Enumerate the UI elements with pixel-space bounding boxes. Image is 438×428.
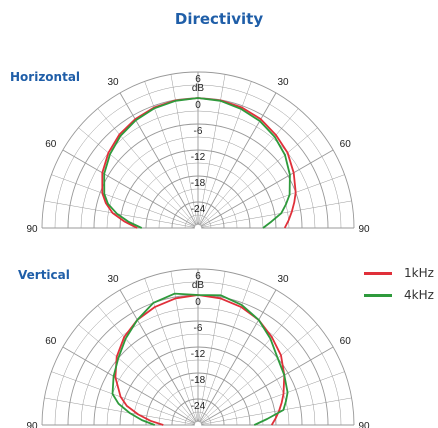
grid-spoke-vertical — [97, 305, 197, 423]
angle-tick-label-vertical: 90 — [26, 421, 38, 428]
grid-spoke-vertical — [199, 289, 277, 423]
angle-tick-label-horizontal: 30 — [107, 77, 119, 88]
radial-tick-label-vertical: -12 — [191, 349, 206, 360]
grid-spoke-vertical — [200, 371, 345, 425]
grid-spoke-vertical — [201, 397, 352, 425]
legend-item-4khz: 4kHz — [364, 284, 434, 306]
radial-tick-label-horizontal: -24 — [191, 204, 206, 215]
angle-tick-label-vertical: 30 — [277, 274, 289, 285]
series-line-horizontal-4khz — [103, 97, 291, 229]
angle-tick-label-vertical: 60 — [45, 336, 57, 347]
legend-label-4khz: 4kHz — [404, 288, 434, 302]
grid-spoke-horizontal — [119, 92, 197, 226]
angle-tick-label-horizontal: 60 — [45, 139, 57, 150]
grid-spoke-horizontal — [62, 149, 196, 227]
grid-spoke-vertical — [51, 371, 196, 425]
legend-item-1khz: 1kHz — [364, 262, 434, 284]
series-line-vertical-4khz — [111, 292, 289, 426]
legend-swatch-4khz — [364, 293, 392, 297]
grid-spoke-horizontal — [199, 108, 299, 226]
grid-spoke-vertical — [44, 397, 195, 425]
radial-tick-label-horizontal: 6 — [195, 74, 201, 85]
grid-spoke-horizontal — [201, 200, 352, 228]
grid-spoke-horizontal — [199, 92, 277, 226]
radial-tick-label-vertical: -6 — [194, 323, 203, 334]
grid-spoke-vertical — [119, 289, 197, 423]
grid-spoke-horizontal — [200, 149, 334, 227]
grid-spoke-horizontal — [198, 81, 252, 226]
grid-spoke-horizontal — [78, 127, 196, 227]
radial-tick-label-horizontal: -6 — [194, 126, 203, 137]
grid-spoke-horizontal — [44, 200, 195, 228]
angle-tick-label-vertical: 30 — [107, 274, 119, 285]
angle-tick-label-horizontal: 90 — [358, 224, 370, 235]
angle-tick-label-horizontal: 60 — [340, 139, 352, 150]
legend-swatch-1khz — [364, 271, 392, 275]
grid-spoke-horizontal — [97, 108, 197, 226]
legend: 1kHz 4kHz — [364, 262, 434, 306]
chart-title: Directivity — [174, 10, 264, 28]
grid-spoke-horizontal — [198, 74, 226, 225]
grid-spoke-vertical — [170, 271, 198, 422]
radial-tick-label-vertical: 6 — [195, 271, 201, 282]
grid-spoke-vertical — [200, 324, 318, 424]
angle-tick-label-horizontal: 90 — [26, 224, 38, 235]
angle-tick-label-horizontal: 30 — [277, 77, 289, 88]
angle-tick-label-vertical: 90 — [358, 421, 370, 428]
legend-label-1khz: 1kHz — [404, 266, 434, 280]
grid-spoke-horizontal — [170, 74, 198, 225]
radial-tick-label-vertical: 0 — [195, 297, 201, 308]
grid-spoke-vertical — [198, 271, 226, 422]
grid-spoke-vertical — [199, 305, 299, 423]
angle-tick-label-vertical: 60 — [340, 336, 352, 347]
panel-title-horizontal: Horizontal — [10, 70, 81, 84]
grid-spoke-horizontal — [51, 174, 196, 228]
grid-spoke-horizontal — [144, 81, 198, 226]
radial-tick-label-horizontal: -12 — [191, 152, 206, 163]
grid-spoke-horizontal — [200, 127, 318, 227]
grid-spoke-vertical — [78, 324, 196, 424]
grid-spoke-vertical — [198, 278, 252, 423]
grid-spoke-horizontal — [200, 174, 345, 228]
grid-spoke-vertical — [62, 346, 196, 424]
radial-tick-label-vertical: -18 — [191, 375, 206, 386]
radial-tick-label-horizontal: -18 — [191, 178, 206, 189]
radial-unit-label-vertical: dB — [192, 280, 205, 291]
radial-unit-label-horizontal: dB — [192, 83, 205, 94]
panel-title-vertical: Vertical — [18, 268, 70, 282]
grid-spoke-vertical — [200, 346, 334, 424]
radial-tick-label-vertical: -24 — [191, 401, 206, 412]
radial-tick-label-horizontal: 0 — [195, 100, 201, 111]
